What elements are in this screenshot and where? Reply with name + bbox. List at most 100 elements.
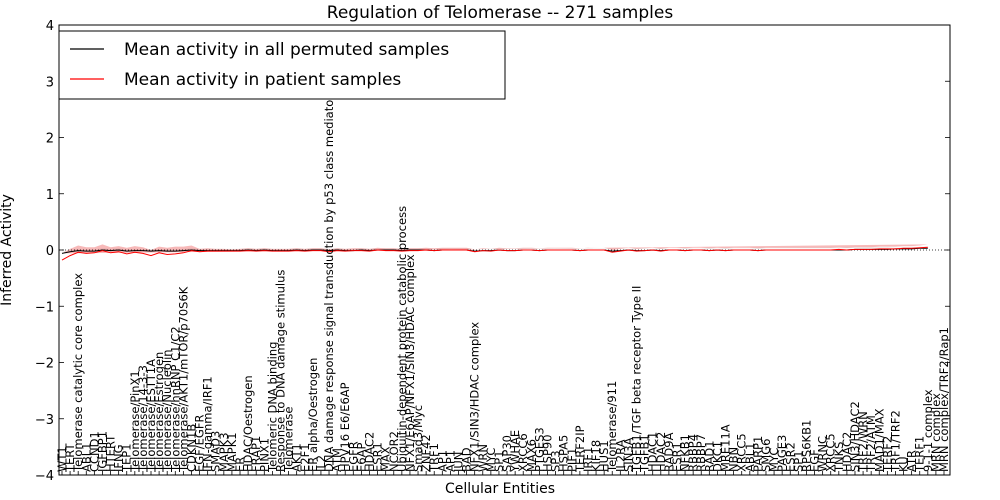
- category-label: ESR2: [783, 442, 797, 472]
- y-tick-label: 0: [46, 244, 54, 259]
- category-label: SP1: [492, 450, 506, 472]
- category-label: HSP90: [541, 434, 555, 472]
- category-label: TRF1: [427, 443, 441, 473]
- category-label: MYC: [484, 448, 498, 472]
- chart-title: Regulation of Telomerase -- 271 samples: [327, 3, 674, 23]
- category-label: SMG6: [759, 439, 773, 472]
- category-label: MRE11A: [719, 424, 733, 472]
- y-tick-label: 3: [46, 75, 54, 90]
- category-label: IFN-gamma/IRF1: [201, 376, 215, 472]
- category-label: IFNG: [112, 444, 126, 472]
- category-label: XRCC5: [824, 433, 838, 472]
- category-label: Telomerase/Nucleolin: [160, 349, 174, 473]
- category-label: HUS1: [597, 440, 611, 472]
- plot-area: [59, 244, 950, 261]
- category-label: Smad3/Myc: [411, 405, 425, 472]
- legend-box: [58, 30, 506, 100]
- category-label: PAGE3: [775, 435, 789, 472]
- category-label: MAPK3: [217, 432, 231, 472]
- category-label: ESR1: [670, 442, 684, 472]
- category-label: AP1: [435, 450, 449, 472]
- category-label: TERF2: [880, 436, 894, 473]
- category-label: E6AP: [354, 443, 368, 472]
- category-label: ATR: [905, 450, 919, 472]
- category-label: TGFB1: [638, 434, 652, 473]
- category-label: DNA damage response signal transduction …: [322, 95, 336, 472]
- category-label: MRN complex/TRF2/Rap1: [937, 327, 951, 472]
- y-tick-label: −3: [35, 413, 54, 428]
- x-axis-label: Cellular Entities: [445, 481, 555, 497]
- category-label: Telomerase/AKT1/mTOR/p70S6K: [176, 286, 190, 473]
- category-label: XRCC6: [516, 433, 530, 472]
- category-label: HDAC/Oestrogen: [241, 375, 255, 472]
- category-label: PINX1: [257, 438, 271, 472]
- category-label: ER: [233, 457, 247, 472]
- category-label: HDAC2: [654, 432, 668, 472]
- y-tick-label: 4: [46, 19, 54, 34]
- category-label: MAPK1: [225, 432, 239, 472]
- category-label: AKT1: [290, 443, 304, 472]
- category-label: Telomeric DNA binding: [265, 342, 279, 473]
- category-label: PARP1: [751, 436, 765, 472]
- axis-ticks: −4 −3 −2 −1 0 1 2 3 4: [35, 19, 950, 484]
- category-label: HDAC2: [363, 432, 377, 472]
- category-label: ZNF42: [419, 434, 433, 472]
- category-label: KU: [897, 456, 911, 472]
- y-tick-label: −4: [35, 469, 54, 484]
- series-line-patient: [61, 246, 928, 261]
- category-label: WRN: [476, 444, 490, 472]
- category-label: TEP1: [120, 443, 134, 473]
- y-tick-label: −1: [35, 300, 54, 315]
- category-label: MAX: [379, 446, 393, 472]
- category-label: WRNC: [816, 436, 830, 472]
- category-label: HDAC1: [646, 432, 660, 472]
- category-label: E2F1: [298, 443, 312, 472]
- category-label: TERF1: [913, 436, 927, 473]
- category-label: 9-1-1 complex: [921, 389, 935, 472]
- category-label: MYC: [767, 448, 781, 472]
- category-label: IL2RA: [613, 439, 627, 472]
- category-label: TERF2IP: [573, 425, 587, 473]
- category-label: SP3: [549, 450, 563, 472]
- category-label: SIN3/HDAC2: [848, 401, 862, 472]
- category-label: ABL1: [743, 443, 757, 472]
- category-label: FRAP1: [249, 436, 263, 472]
- category-label: ATM: [330, 448, 344, 472]
- category-label: ER alpha/Oestrogen: [306, 358, 320, 472]
- category-label: SMAD3: [209, 431, 223, 472]
- category-label: ESR1: [371, 442, 385, 472]
- category-label: Telomerase/hnRNP C1/C2: [168, 326, 182, 473]
- category-label: Telomerase: [282, 407, 296, 474]
- category-label: Telomerase catalytic core complex: [71, 273, 85, 473]
- category-label: IRF1: [581, 447, 595, 472]
- category-label: RPS6KB1: [799, 420, 813, 472]
- category-label: RAD9A: [662, 432, 676, 472]
- category-label: HSPA5: [557, 435, 571, 472]
- category-label: PTGES3: [532, 427, 546, 472]
- category-label: TNKS: [832, 442, 846, 473]
- y-axis-label: Inferred Activity: [0, 194, 15, 306]
- category-label: TRF1/TRF2: [888, 410, 902, 473]
- category-label: RBBP4: [686, 434, 700, 472]
- category-label: TRF2/WRN: [856, 411, 870, 473]
- category-label: MRN complex: [929, 393, 943, 472]
- category-label: HPV16 E6/E6AP: [338, 382, 352, 472]
- category-label: JUN: [452, 452, 466, 473]
- category-label: DKC1: [710, 441, 724, 472]
- category-label: PIF1: [565, 448, 579, 472]
- category-label: Telomerase/Estrogen: [152, 352, 166, 473]
- legend: Mean activity in all permuted samples Me…: [58, 30, 506, 100]
- permuted-band: [62, 246, 928, 252]
- category-label: NBN: [727, 447, 741, 472]
- category-label: ABL1: [79, 443, 93, 472]
- category-label: YWHAE: [508, 430, 522, 473]
- category-label: SP1: [791, 450, 805, 472]
- y-tick-label: 2: [46, 132, 54, 147]
- category-label: Response to DNA damage stimulus: [274, 270, 288, 472]
- category-label: RBBP7: [694, 434, 708, 472]
- category-label: BAD: [460, 447, 474, 472]
- category-label: TERT: [63, 443, 77, 473]
- category-label: KIF18: [589, 440, 603, 472]
